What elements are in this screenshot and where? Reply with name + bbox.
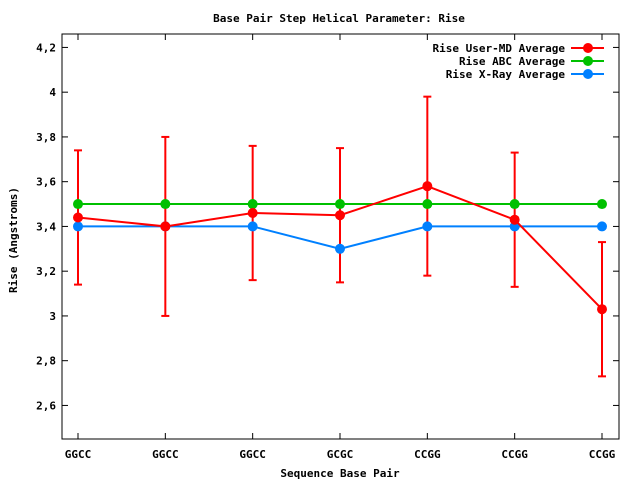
chart-title: Base Pair Step Helical Parameter: Rise — [213, 12, 465, 25]
data-point — [247, 221, 258, 232]
y-tick-label: 3,2 — [36, 265, 56, 278]
data-point — [422, 199, 433, 210]
data-point — [597, 199, 607, 210]
x-tick-label: GCGC — [327, 448, 354, 461]
legend-marker — [583, 69, 593, 79]
data-point — [335, 210, 345, 221]
data-point — [422, 221, 433, 232]
y-axis: 2,6 2,8 3 3,2 3,4 3,6 3,8 4 4,2 — [36, 41, 619, 412]
legend-label: Rise User-MD Average — [433, 42, 566, 55]
y-tick-label: 3,4 — [36, 220, 56, 233]
data-point — [597, 221, 607, 232]
x-tick-label: GGCC — [152, 448, 179, 461]
data-point — [73, 199, 83, 210]
error-bars — [74, 95, 606, 378]
y-tick-label: 2,6 — [36, 399, 56, 412]
data-point — [160, 199, 171, 210]
y-tick-label: 3 — [49, 310, 56, 323]
y-tick-label: 3,6 — [36, 176, 56, 189]
data-point — [422, 181, 433, 192]
data-point — [73, 212, 83, 223]
x-tick-label: CCGG — [414, 448, 441, 461]
legend-marker — [583, 43, 593, 53]
x-tick-label: GGCC — [65, 448, 92, 461]
data-point — [597, 304, 607, 315]
data-point — [335, 199, 345, 210]
y-tick-label: 4,2 — [36, 41, 56, 54]
x-tick-label: CCGG — [501, 448, 528, 461]
x-axis: GGCC GGCC GGCC GCGC CCGG CCGG CCGG — [65, 34, 616, 461]
legend-label: Rise ABC Average — [459, 55, 565, 68]
legend-label: Rise X-Ray Average — [446, 68, 566, 81]
x-tick-label: GGCC — [239, 448, 266, 461]
data-point — [73, 221, 83, 232]
data-point — [509, 199, 520, 210]
data-point — [247, 208, 258, 219]
y-axis-label: Rise (Angstroms) — [7, 187, 20, 293]
data-point — [247, 199, 258, 210]
series-lines — [73, 181, 607, 315]
x-tick-label: CCGG — [589, 448, 616, 461]
data-point — [509, 214, 520, 225]
y-tick-label: 4 — [49, 86, 56, 99]
data-point — [160, 221, 171, 232]
y-tick-label: 3,8 — [36, 131, 56, 144]
data-point — [335, 243, 345, 254]
y-tick-label: 2,8 — [36, 355, 56, 368]
legend-marker — [583, 56, 593, 66]
x-axis-label: Sequence Base Pair — [280, 467, 400, 480]
